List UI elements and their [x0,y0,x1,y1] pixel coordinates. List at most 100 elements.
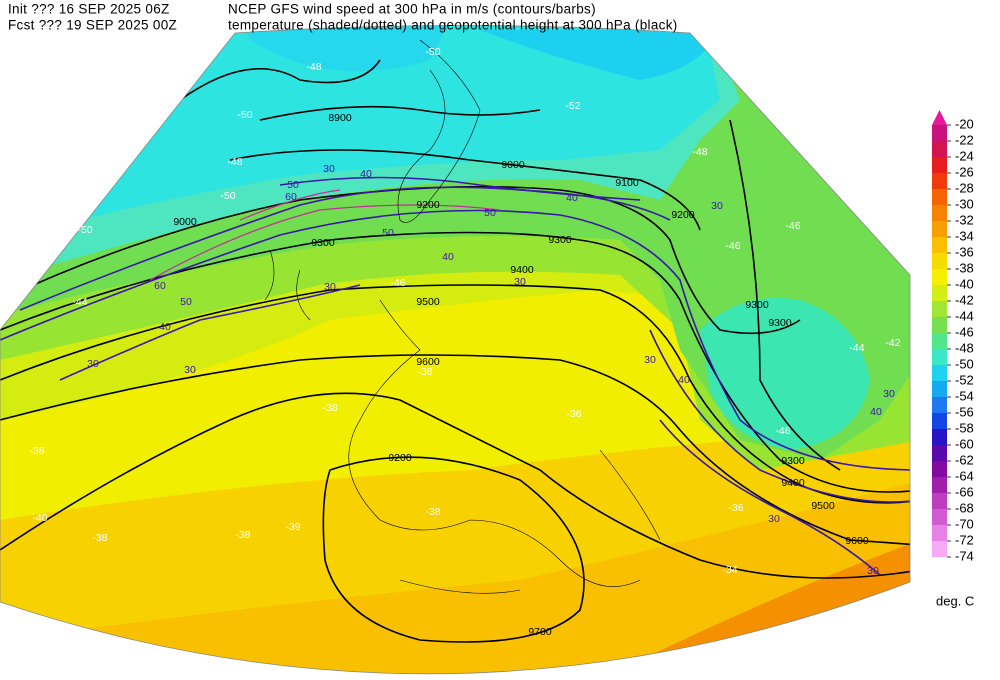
colorbar-box [932,365,947,381]
wind-label: 30 [883,388,895,400]
colorbar-box [932,125,947,141]
colorbar-label: -66 [955,484,974,499]
colorbar-box [932,397,947,413]
colorbar-label: -64 [955,468,974,483]
height-label: 9000 [501,159,525,171]
temperature-label: -42 [885,337,900,349]
colorbar-box [932,525,947,541]
temperature-label: -38 [29,445,44,457]
height-label: 9700 [528,626,552,638]
wind-label: 40 [442,251,454,263]
wind-label: 30 [711,200,723,212]
temperature-label: -50 [220,190,235,202]
colorbar-box [932,157,947,173]
temperature-label: -50 [237,109,252,121]
map-border [0,25,911,675]
colorbar-triangle [932,110,947,125]
coastlines [264,39,661,594]
wind-label: 30 [324,281,336,293]
height-label: 9600 [845,535,869,547]
temperature-label: -38 [322,402,337,414]
map [0,25,910,674]
colorbar: -20-22-24-26-28-30-32-34-36-38-40-42-44-… [932,110,974,563]
colorbar-box [932,509,947,525]
temperature-label: -44 [72,296,87,308]
colorbar-box [932,493,947,509]
colorbar-label: -74 [955,548,974,563]
colorbar-label: -68 [955,500,974,515]
temperature-label: -38 [425,506,440,518]
wind-label: 50 [180,296,192,308]
temperature-label: -48 [306,61,321,73]
wind-label: 30 [184,364,196,376]
wind-contours-strong [149,189,501,281]
temperature-label: -39 [285,521,300,533]
wind-label: 50 [382,227,394,239]
temperature-label: -36 [566,408,581,420]
colorbar-label: -46 [955,324,974,339]
colorbar-box [932,333,947,349]
colorbar-box [932,173,947,189]
wind-label: 30 [644,354,656,366]
temperature-label: -46 [725,240,740,252]
wind-label: 40 [870,406,882,418]
wind-label: 50 [484,207,496,219]
wind-label: 30 [768,513,780,525]
wind-label: 60 [285,191,297,203]
wind-label: 40 [159,321,171,333]
colorbar-label: -56 [955,404,974,419]
colorbar-box [932,141,947,157]
colorbar-box [932,221,947,237]
colorbar-label: -36 [955,244,974,259]
colorbar-label: -50 [955,356,974,371]
wind-label: 30 [867,565,879,577]
colorbar-box [932,317,947,333]
height-label: 9300 [745,299,769,311]
colorbar-label: -42 [955,292,974,307]
colorbar-box [932,381,947,397]
colorbar-label: -28 [955,180,974,195]
colorbar-box [932,301,947,317]
temperature-label: -46 [775,425,790,437]
wind-label: 30 [87,358,99,370]
wind-label: 50 [287,179,299,191]
colorbar-unit: deg. C [936,593,974,608]
colorbar-box [932,205,947,221]
colorbar-box [932,413,947,429]
wind-label: 30 [323,163,335,175]
height-label: 9300 [781,455,805,467]
temperature-label: -44 [849,342,864,354]
colorbar-box [932,445,947,461]
height-label: 9000 [173,216,197,228]
height-label: 9300 [548,234,572,246]
colorbar-label: -22 [955,132,974,147]
height-label: 9200 [671,209,695,221]
colorbar-label: -60 [955,436,974,451]
colorbar-box [932,477,947,493]
colorbar-label: -34 [955,228,974,243]
height-label: 9500 [811,500,835,512]
height-label: 9400 [781,477,805,489]
colorbar-box [932,541,947,557]
temperature-label: -38 [235,529,250,541]
wind-label: 60 [154,280,166,292]
colorbar-label: -38 [955,260,974,275]
temperature-label: -48 [227,156,242,168]
colorbar-box [932,285,947,301]
subtitle: temperature (shaded/dotted) and geopoten… [228,18,678,33]
init-time: Init ??? 16 SEP 2025 06Z [8,2,170,17]
temperature-label: -52 [565,100,580,112]
colorbar-box [932,253,947,269]
height-label: 9100 [615,177,639,189]
temperature-label: -46 [785,220,800,232]
colorbar-label: -40 [955,276,974,291]
height-label: 9600 [416,356,440,368]
height-contours [0,59,910,643]
colorbar-label: -48 [955,340,974,355]
temperature-label: -50 [425,46,440,58]
colorbar-label: -72 [955,532,974,547]
height-label: 9300 [768,317,792,329]
colorbar-box [932,349,947,365]
temperature-label: -48 [692,146,707,158]
title: NCEP GFS wind speed at 300 hPa in m/s (c… [228,2,596,17]
